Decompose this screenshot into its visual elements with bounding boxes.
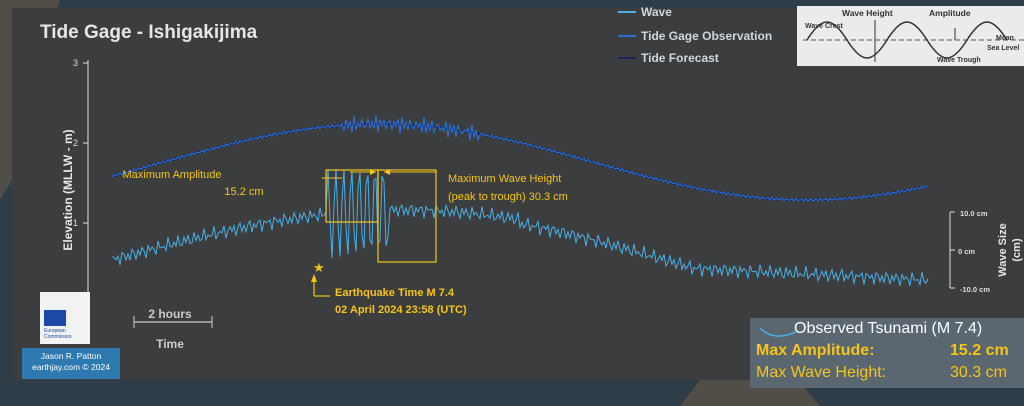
inset-sea-level: Sea Level: [987, 45, 1019, 52]
legend-observation: Tide Gage Observation: [641, 29, 772, 43]
wave-tick-label: 10.0 cm: [960, 209, 988, 218]
inset-amplitude: Amplitude: [929, 8, 971, 18]
series-wave: [111, 169, 929, 287]
credit-site: earthjay.com © 2024: [32, 362, 110, 372]
legend-wave: Wave: [641, 5, 672, 19]
series-tide-gage-observation: [111, 115, 929, 203]
max-amplitude-value: 15.2 cm: [224, 186, 263, 198]
chart-title: Tide Gage - Ishigakijima: [40, 22, 258, 43]
earthquake-date: 02 April 2024 23:58 (UTC): [335, 304, 467, 316]
arrowhead: [370, 169, 376, 175]
tsunami-summary-panel: Observed Tsunami (M 7.4) Max Amplitude: …: [750, 318, 1024, 388]
y-axis-label: Elevation (MLLW - m): [61, 129, 75, 250]
inset-wave-height: Wave Height: [842, 8, 893, 18]
eu-flag-icon: [44, 310, 66, 326]
x-axis-label: Time: [156, 337, 184, 351]
max-wave-height-label: Maximum Wave Height: [448, 173, 561, 185]
summary-wh-label: Max Wave Height:: [756, 364, 887, 381]
arrowhead: [384, 169, 390, 175]
summary-wh-value: 30.3 cm: [950, 364, 1007, 381]
max-wave-height-box: [377, 169, 437, 263]
summary-amp-label: Max Amplitude:: [756, 342, 875, 359]
max-wave-height-value: (peak to trough) 30.3 cm: [448, 191, 568, 203]
max-amplitude-label: Maximum Amplitude: [122, 169, 221, 181]
legend-forecast: Tide Forecast: [641, 51, 719, 65]
inset-wave-trough: Wave Trough: [937, 57, 981, 64]
y-tick-label: 3: [73, 58, 78, 68]
wave-tick-label: -10.0 cm: [960, 285, 990, 294]
summary-line-icon: [759, 327, 797, 337]
star-icon: ★: [313, 261, 325, 276]
inset-wave-crest: Wave Crest: [805, 23, 844, 30]
wave-axis-label: Wave Size: [997, 223, 1009, 276]
wave-axis-unit: (cm): [1011, 238, 1023, 262]
credit-author: Jason R. Patton: [40, 351, 102, 361]
wave-diagram-inset: Wave Height Amplitude Wave Crest Mean Se…: [797, 6, 1024, 66]
credit-box: Jason R. Patton earthjay.com © 2024: [22, 348, 120, 379]
scale-label: 2 hours: [148, 307, 192, 321]
european-commission-logo: European Commission: [40, 292, 90, 344]
wave-curve: [806, 21, 1008, 59]
summary-amp-value: 15.2 cm: [950, 342, 1009, 359]
summary-title: Observed Tsunami (M 7.4): [794, 320, 983, 337]
inset-mean: Mean: [996, 35, 1014, 42]
wave-tick-label: 0 cm: [958, 247, 975, 256]
earthquake-label: Earthquake Time M 7.4: [335, 287, 455, 299]
logo-text-2: Commission: [44, 334, 72, 340]
y-tick-label: 2: [73, 138, 78, 148]
arrowhead: [311, 274, 317, 282]
wave-diagram: Wave Height Amplitude Wave Crest Mean Se…: [803, 8, 1024, 64]
y-tick-label: 1: [73, 218, 78, 228]
logo-text-1: European: [44, 328, 66, 334]
